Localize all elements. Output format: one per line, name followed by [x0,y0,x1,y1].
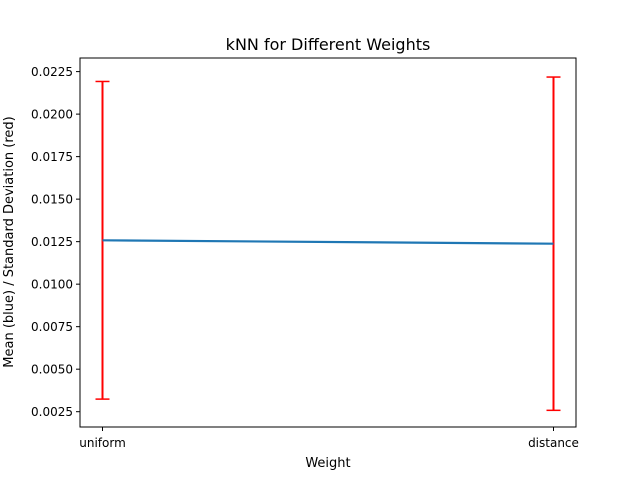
axes-frame [79,57,577,428]
y-tick-label: 0.0175 [31,150,73,164]
y-tick-label: 0.0050 [31,363,73,377]
plot-area: 0.0025 0.0050 0.0075 0.0100 0.0125 0.0150 0.01… [31,57,579,450]
series-line [102,239,554,245]
chart-title: kNN for Different Weights [226,35,431,54]
y-tick-label: 0.0225 [31,65,73,79]
y-tick-label: 0.0075 [31,320,73,334]
y-tick-label: 0.0025 [31,405,73,419]
y-tick-label: 0.0200 [31,108,73,122]
y-tick-label: 0.0150 [31,193,73,207]
x-tick-label: uniform [79,436,126,450]
y-axis-label: Mean (blue) / Standard Deviation (red) [2,116,17,367]
y-tick-label: 0.0100 [31,278,73,292]
x-axis-label: Weight [305,456,350,471]
y-tick-label: 0.0125 [31,235,73,249]
x-tick-label: distance [528,436,579,450]
